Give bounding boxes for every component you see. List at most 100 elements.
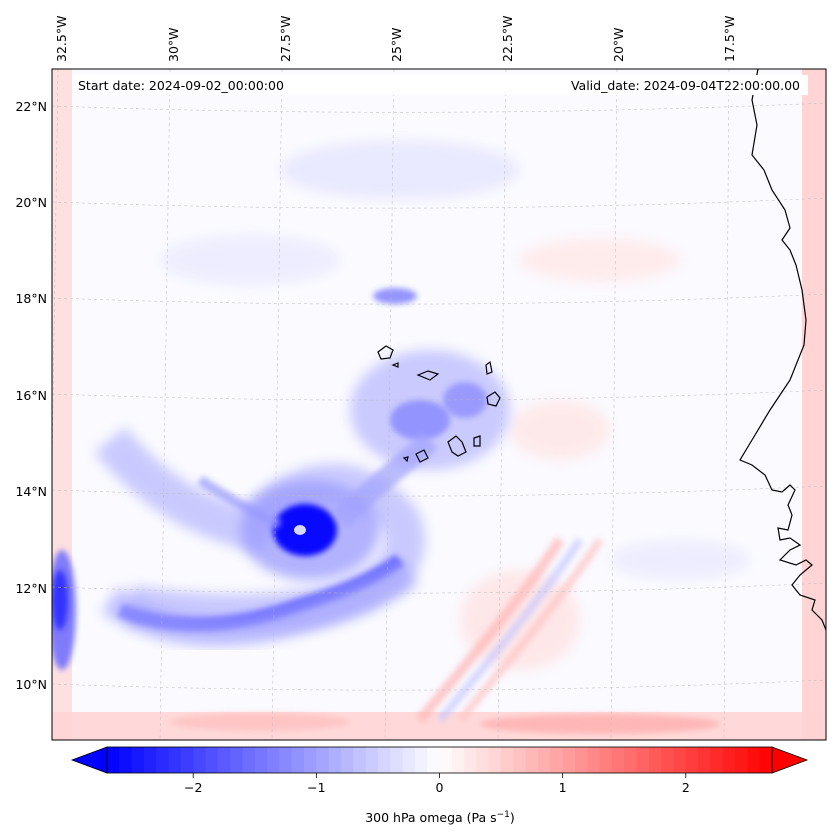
colorbar-label: 300 hPa omega (Pa s−1): [365, 810, 515, 825]
lat-label-12n: 12°N: [15, 581, 47, 596]
parallel-10n: [52, 679, 826, 691]
lat-label-10n: 10°N: [15, 677, 47, 692]
colorbar-tick-label: −1: [307, 780, 325, 795]
omega-wave-1: [416, 537, 565, 724]
omega-weak-2: [160, 235, 340, 285]
colorbar-step: [587, 747, 601, 773]
meridian-30w: [159, 69, 171, 740]
omega-north-ascent: [373, 288, 417, 304]
omega-wave-2: [436, 537, 584, 723]
colorbar-step: [476, 747, 490, 773]
colorbar-step: [525, 747, 539, 773]
colorbar-step: [661, 747, 675, 773]
latitude-labels: 22°N 20°N 18°N 16°N 14°N 12°N 10°N: [15, 99, 47, 692]
colorbar-step: [131, 747, 145, 773]
omega-rain-band-outer: [101, 559, 419, 647]
colorbar-step: [488, 747, 502, 773]
colorbar-step: [414, 747, 428, 773]
date-band: [72, 75, 808, 95]
colorbar-step: [304, 747, 317, 773]
colorbar-tick-label: 1: [559, 780, 567, 795]
colorbar-step: [759, 747, 773, 773]
colorbar-step: [156, 747, 170, 773]
colorbar-extend-high: [771, 746, 809, 774]
colorbar-step: [464, 747, 478, 773]
colorbar-step: [353, 747, 367, 773]
map-panel: [51, 68, 827, 741]
colorbar-step: [673, 747, 687, 773]
omega-island-ascent-core: [390, 400, 450, 440]
colorbar-step: [193, 747, 207, 773]
colorbar-step: [698, 747, 712, 773]
omega-south-max: [480, 714, 720, 734]
omega-weak-1: [280, 140, 520, 200]
omega-wave-3: [456, 537, 604, 723]
omega-cyclone-eye: [294, 525, 306, 535]
omega-south-max-2: [170, 713, 350, 731]
colorbar-step: [365, 747, 379, 773]
colorbar-tick-label: −2: [184, 780, 202, 795]
omega-weak-4: [610, 540, 750, 580]
coastlines: [377, 69, 826, 631]
colorbar-step: [254, 747, 268, 773]
meridian-27-5w: [271, 69, 283, 740]
colorbar-step: [143, 747, 157, 773]
colorbar: −2 −1 0 1 2 300 hPa omega (Pa s−1): [70, 746, 809, 825]
parallel-14n: [52, 485, 826, 497]
colorbar-step: [377, 747, 391, 773]
colorbar-extend-low: [70, 746, 108, 774]
parallel-22n: [52, 102, 826, 113]
start-date: Start date: 2024-09-02_00:00:00: [78, 78, 284, 93]
colorbar-step: [119, 747, 133, 773]
cape-verde-brava: [402, 456, 409, 463]
colorbar-step: [538, 747, 551, 773]
lat-label-20n: 20°N: [15, 195, 47, 210]
colorbar-step: [390, 747, 404, 773]
colorbar-step: [107, 747, 120, 773]
colorbar-step: [451, 747, 465, 773]
cape-verde-santiago: [447, 435, 467, 457]
cape-verde-boa-vista: [486, 391, 501, 407]
colorbar-step: [574, 747, 588, 773]
parallel-18n: [52, 293, 826, 305]
cape-verde-santo-antao: [377, 345, 394, 360]
meridian-17-5w: [723, 69, 730, 740]
omega-island-ascent-core-2: [443, 382, 487, 418]
omega-edge-east: [802, 69, 826, 740]
colorbar-step: [624, 747, 638, 773]
parallel-12n: [52, 582, 826, 594]
africa-coastline: [739, 69, 826, 631]
colorbar-step: [439, 747, 453, 773]
colorbar-step: [267, 747, 281, 773]
omega-cyclone-arm: [332, 432, 438, 528]
colorbar-step: [291, 747, 305, 773]
longitude-labels: 32.5°W 30°W 27.5°W 25°W 22.5°W 20°W 17.5…: [54, 16, 737, 62]
colorbar-step: [402, 747, 416, 773]
lat-label-14n: 14°N: [15, 484, 47, 499]
colorbar-step: [636, 747, 650, 773]
colorbar-step: [242, 747, 256, 773]
omega-west-min-core: [52, 570, 68, 630]
colorbar-step: [427, 747, 441, 773]
colorbar-step: [316, 747, 330, 773]
lat-label-22n: 22°N: [15, 99, 47, 114]
graticule: [52, 69, 826, 740]
colorbar-step: [279, 747, 293, 773]
cape-verde-maio: [473, 435, 481, 447]
parallel-20n: [52, 197, 826, 209]
lon-label-30w: 30°W: [166, 27, 181, 62]
lon-label-22-5w: 22.5°W: [500, 16, 515, 62]
cape-verde-fogo: [415, 449, 429, 463]
colorbar-step: [747, 747, 761, 773]
colorbar-step: [217, 747, 231, 773]
omega-weak-6: [510, 400, 610, 460]
parallel-16n: [52, 389, 826, 401]
colorbar-step: [722, 747, 736, 773]
lat-label-18n: 18°N: [15, 291, 47, 306]
lon-label-27-5w: 27.5°W: [278, 16, 293, 62]
colorbar-step: [611, 747, 625, 773]
colorbar-step: [735, 747, 748, 773]
lon-label-17-5w: 17.5°W: [722, 16, 737, 62]
omega-field: [52, 69, 826, 740]
